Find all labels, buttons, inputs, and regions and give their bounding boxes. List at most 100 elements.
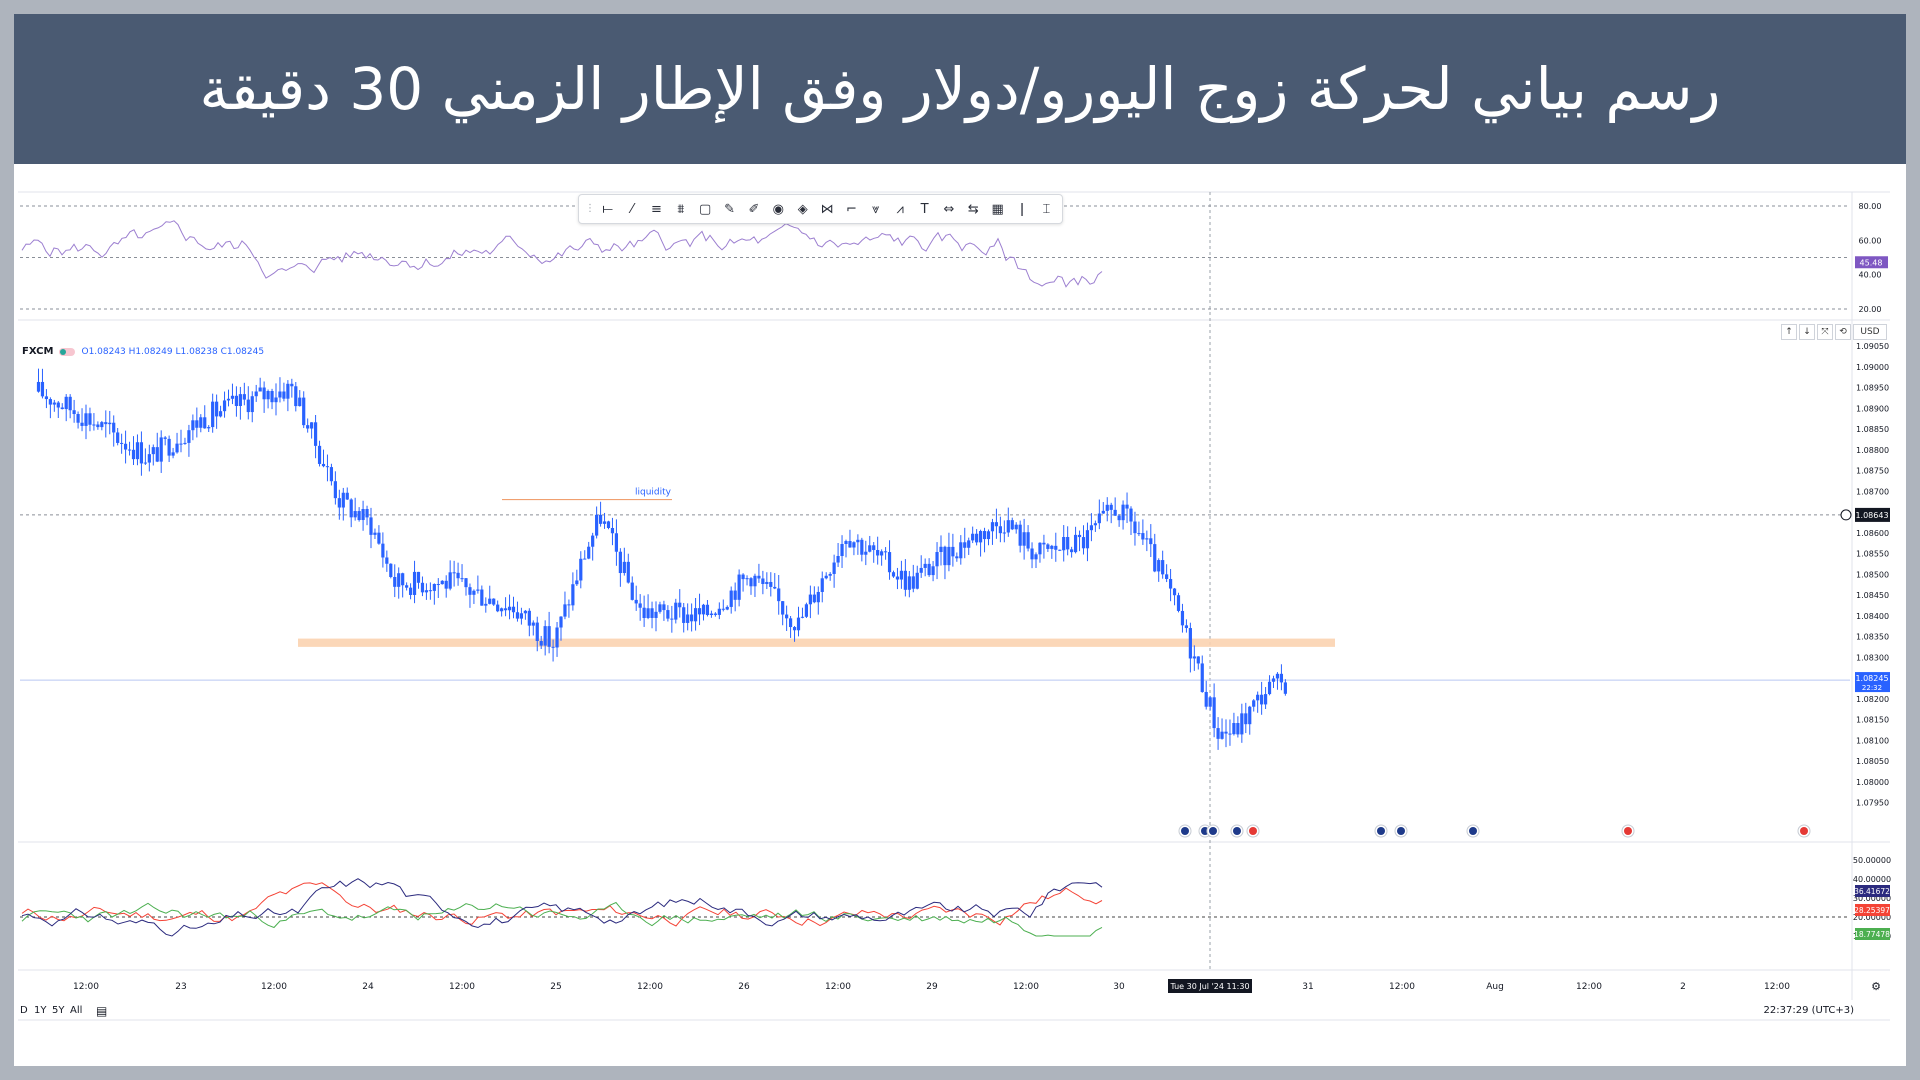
liquidity-label: liquidity [635,488,672,498]
grip-icon: ⋮ [585,203,595,214]
candle-body [207,427,211,429]
candle-body [1263,694,1268,705]
elliott-wave-icon[interactable]: ⩔ [872,201,880,217]
x-tick-label: 30 [1113,982,1125,992]
candle-body [642,607,646,618]
y-tick-label: 1.09050 [1856,342,1889,351]
candle-body [575,580,579,585]
candle-body [887,552,892,573]
candle-body [488,598,492,604]
move-up-icon[interactable]: ↑ [1781,324,1797,340]
candle-body [393,576,397,587]
candle-body [385,557,389,564]
candle-body [36,381,41,392]
candle-body [519,613,524,619]
candle-body [959,542,963,559]
text-icon[interactable]: T [920,201,929,217]
currency-button[interactable]: USD [1853,324,1887,340]
x-tick-label: 12:00 [261,982,287,992]
candle-body [701,604,706,615]
candle-body [120,442,124,444]
candle-body [1117,515,1121,521]
candle-body [1129,508,1133,522]
candle-body [1050,545,1054,549]
candle-body [40,381,45,397]
candle-body [820,578,824,592]
range-button-d[interactable]: D [20,1005,28,1016]
level-price-badge [1855,507,1890,522]
range-button-5y[interactable]: 5Y [52,1005,65,1016]
brush-icon[interactable]: ✎ [724,201,736,217]
move-down-icon[interactable]: ↓ [1799,324,1815,340]
candle-body [1172,588,1177,596]
dmi-value-label: 18.77478 [1854,930,1890,939]
candle-body [1220,731,1224,739]
dmi-pane: 50.0000040.0000030.0000020.0000010.00000… [20,856,1891,941]
event-marker-dot [1624,827,1632,835]
rsi-tick-label: 60.00 [1859,236,1882,245]
candle-body [678,602,682,608]
candle-body [92,424,96,426]
circle-icon[interactable]: ◉ [772,201,784,217]
candle-body [595,514,599,536]
rectangle-icon[interactable]: ▢ [699,201,712,217]
candle-body [1271,678,1276,682]
candle-body [670,618,674,620]
text-cursor-icon[interactable]: ⌶ [1042,201,1051,217]
candle-body [967,540,971,548]
y-tick-label: 1.08050 [1856,757,1889,766]
candle-body [690,614,694,622]
path-icon[interactable]: ⩘ [896,201,904,217]
candle-body [302,397,306,426]
candle-body [1208,697,1212,707]
candle-body [187,430,191,443]
callout-icon[interactable]: ⌐ [845,201,857,217]
candle-body [175,443,179,453]
reset-icon[interactable]: ⟲ [1835,324,1851,340]
measure-icon[interactable]: ⇔ [943,201,955,217]
candle-body [369,517,373,535]
candle-body [230,395,235,399]
candle-body [1113,509,1117,516]
range-button-all[interactable]: All [70,1005,83,1016]
long-position-icon[interactable]: ⇆ [967,201,979,217]
horizontal-ray-icon[interactable]: ⟝ [602,201,614,217]
dmi-value-badge [1855,928,1890,940]
candle-body [503,608,508,611]
candle-body [618,551,622,574]
candle-body [1121,504,1125,521]
candle-body [163,437,167,439]
candle-body [294,386,298,407]
calendar-icon[interactable]: ▤ [96,1004,108,1018]
diamond-icon[interactable]: ◈ [797,201,808,217]
title-banner: رسم بياني لحركة زوج اليورو/دولار وفق الإ… [14,14,1906,164]
candle-body [1165,574,1169,579]
ohlc-values: O1.08243 H1.08249 L1.08238 C1.08245 [81,346,265,357]
trend-line-icon[interactable]: ⁄ [630,201,634,217]
candle-body [883,551,888,553]
range-button-1y[interactable]: 1Y [34,1005,47,1016]
candle-body [535,622,539,641]
candle-body [432,584,436,591]
candle-body [1200,663,1204,692]
dmi-tick-label: 20.00000 [1853,913,1891,922]
pitchfork-icon[interactable]: ⩩ [677,201,685,217]
candle-body [650,608,654,618]
candle-body [990,522,995,532]
x-tick-label: 31 [1302,982,1313,992]
pattern-icon[interactable]: ⋈ [820,201,834,217]
candle-body [290,383,294,387]
candle-body [1168,578,1173,589]
candle-body [405,585,409,588]
candle-body [64,396,68,410]
candle-body [84,413,88,426]
candle-body [48,399,52,405]
vertical-line-icon[interactable]: ǀ [1020,201,1024,217]
maximize-icon[interactable]: ⤧ [1817,324,1833,340]
candle-body [666,610,670,619]
table-icon[interactable]: ▦ [991,201,1004,217]
candle-body [68,396,72,411]
parallel-channel-icon[interactable]: ≡ [650,201,662,217]
pen-icon[interactable]: ✐ [748,201,760,217]
